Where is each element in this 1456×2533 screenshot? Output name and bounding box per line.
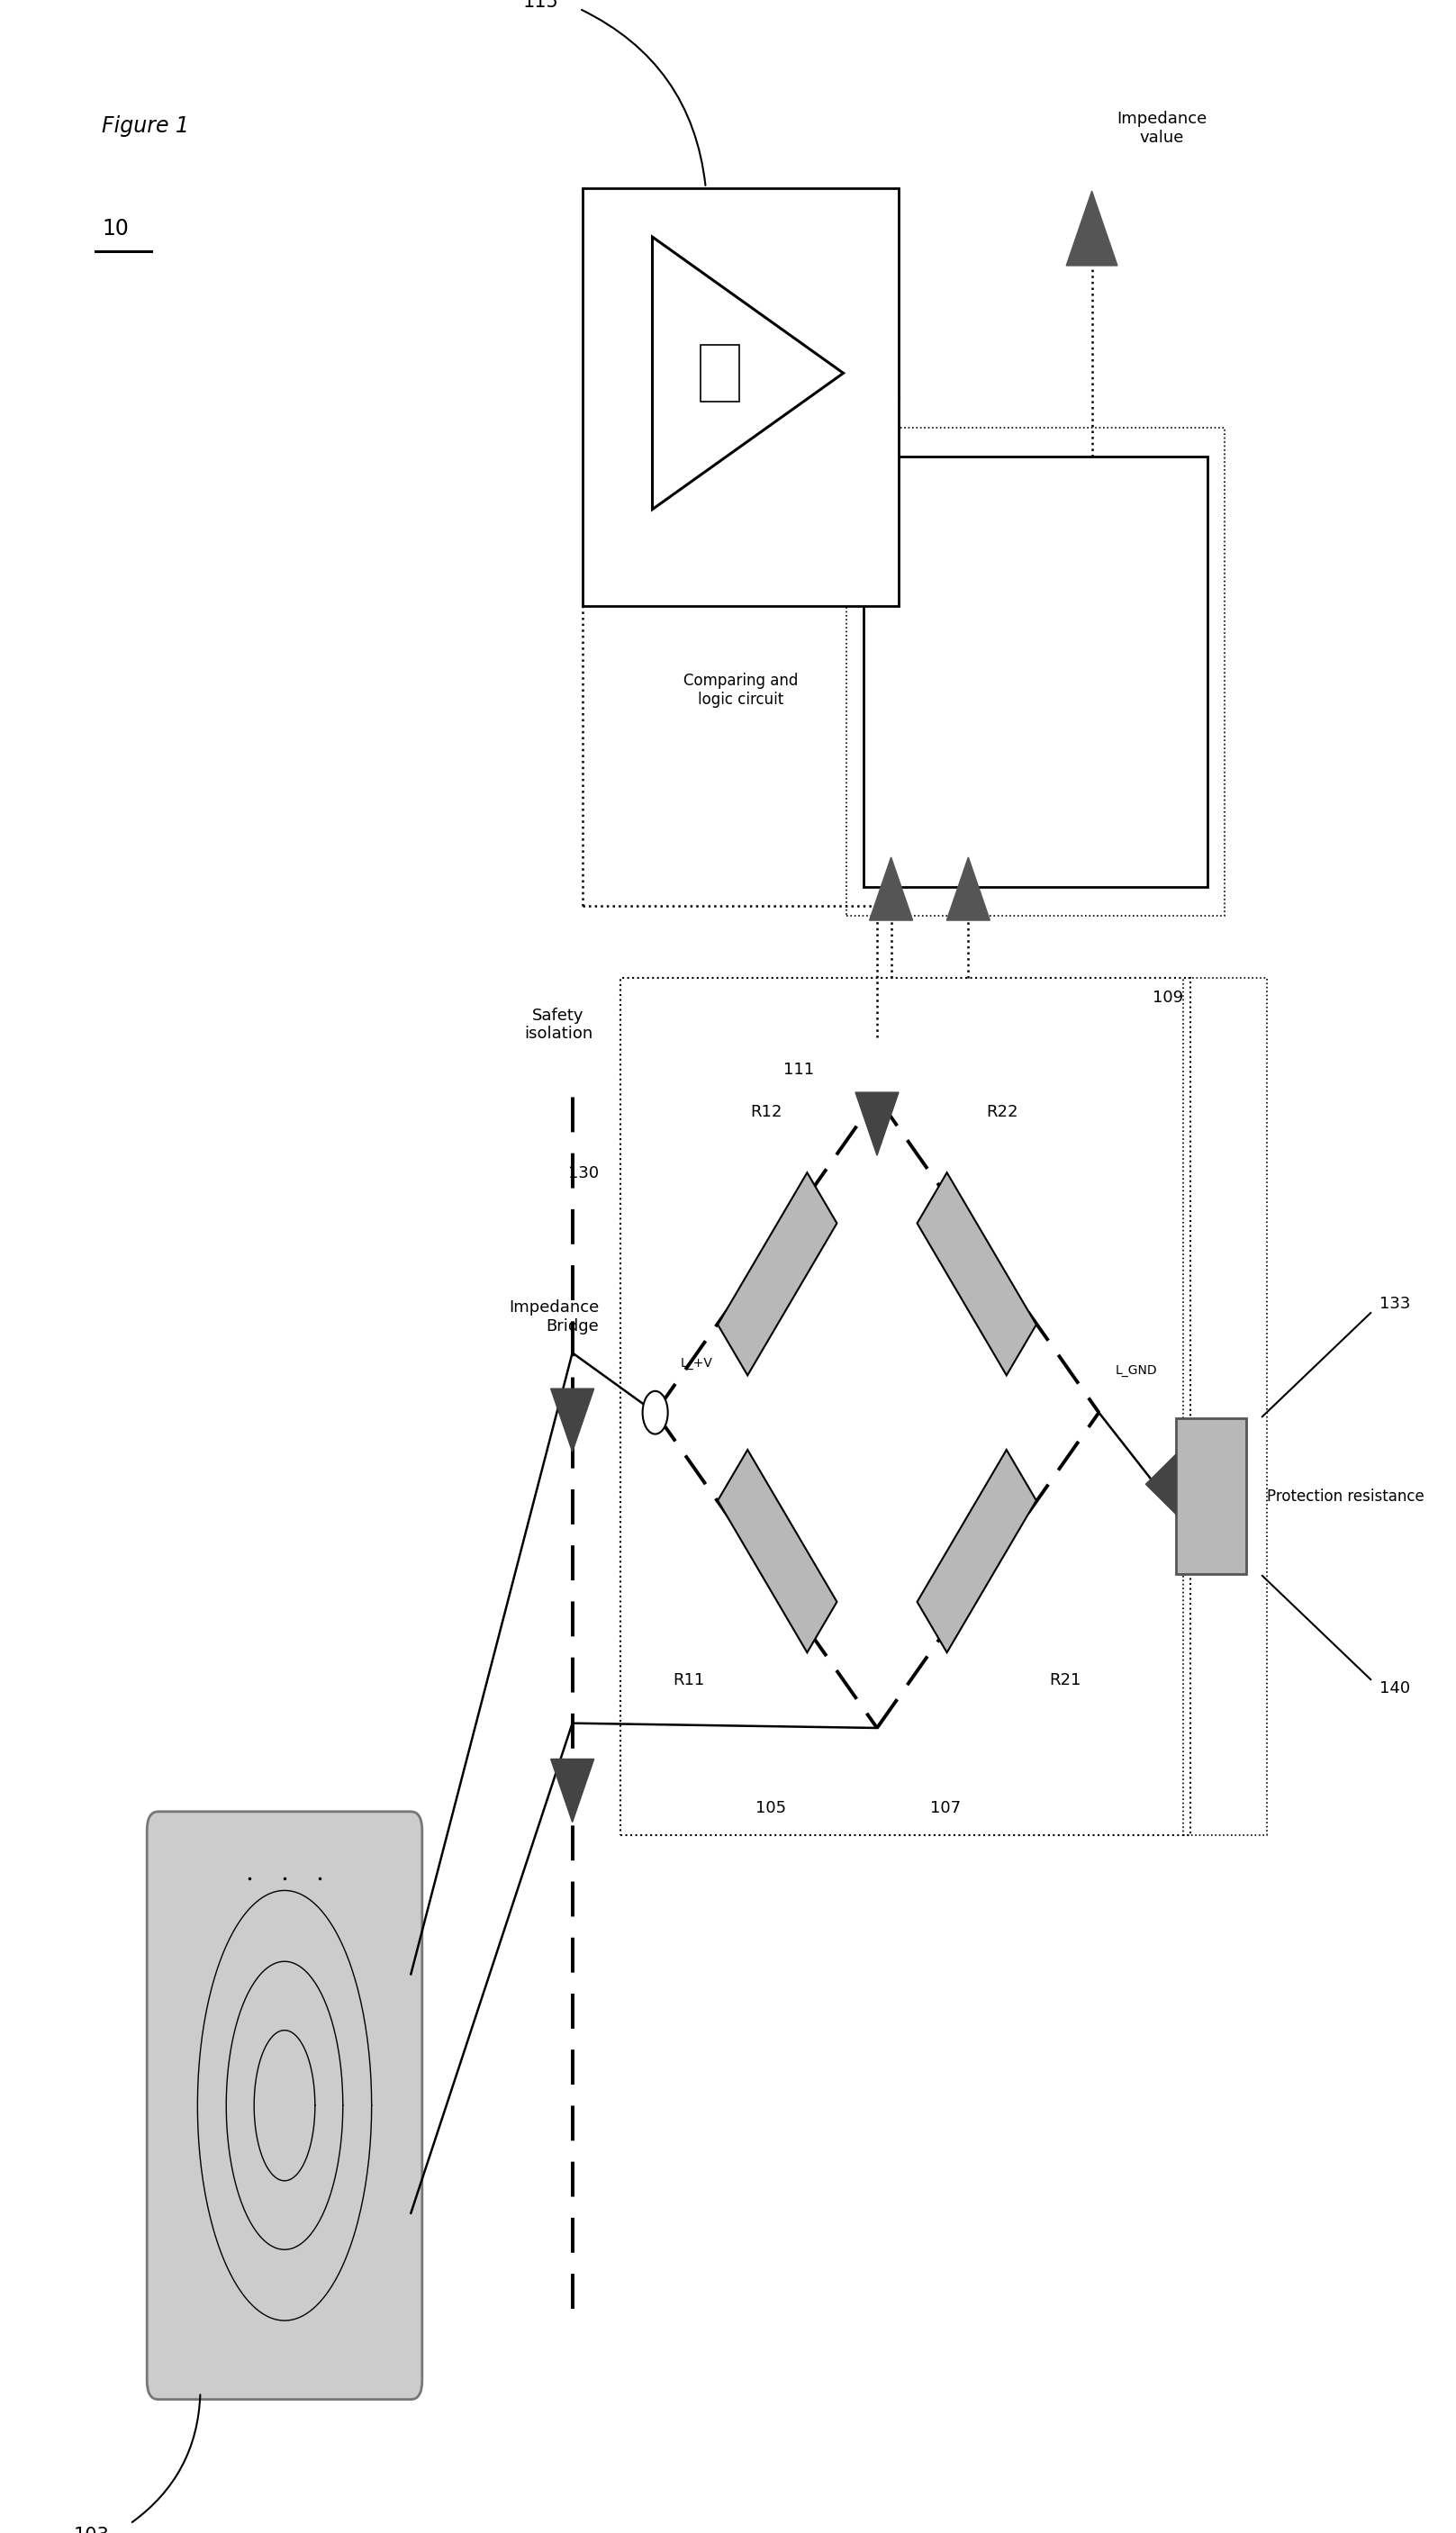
Text: R21: R21 xyxy=(1050,1672,1082,1690)
Polygon shape xyxy=(917,1449,1037,1652)
Polygon shape xyxy=(718,1173,837,1375)
Circle shape xyxy=(642,1391,668,1434)
Text: L_+V: L_+V xyxy=(680,1358,713,1370)
Polygon shape xyxy=(1066,190,1117,266)
Bar xyxy=(700,344,740,403)
Text: Impedance
value: Impedance value xyxy=(1117,111,1207,147)
Text: 10: 10 xyxy=(102,218,130,241)
Text: R11: R11 xyxy=(673,1672,705,1690)
Bar xyxy=(620,978,1190,1836)
Polygon shape xyxy=(550,1758,594,1821)
Polygon shape xyxy=(946,856,990,919)
Polygon shape xyxy=(869,856,913,919)
FancyBboxPatch shape xyxy=(147,1811,422,2399)
Text: 111: 111 xyxy=(783,1061,814,1079)
Polygon shape xyxy=(917,1173,1037,1375)
Text: 109: 109 xyxy=(1152,990,1184,1006)
Bar xyxy=(863,456,1207,887)
Polygon shape xyxy=(1146,1454,1176,1515)
Text: Figure 1: Figure 1 xyxy=(102,114,189,137)
Text: R22: R22 xyxy=(986,1104,1018,1120)
Polygon shape xyxy=(652,238,843,509)
Text: 103: 103 xyxy=(73,2525,109,2533)
Text: Protection resistance: Protection resistance xyxy=(1267,1487,1424,1505)
Text: L_GND: L_GND xyxy=(1115,1365,1158,1378)
Text: 140: 140 xyxy=(1380,1679,1411,1697)
Text: 105: 105 xyxy=(756,1798,786,1816)
Bar xyxy=(582,187,898,605)
Text: Impedance
Bridge: Impedance Bridge xyxy=(508,1299,598,1335)
Text: Comparing and
logic circuit: Comparing and logic circuit xyxy=(683,674,798,707)
Text: R12: R12 xyxy=(750,1104,782,1120)
Polygon shape xyxy=(856,1092,898,1155)
Bar xyxy=(1176,1418,1246,1573)
Bar xyxy=(847,428,1224,914)
Bar xyxy=(1184,978,1267,1836)
Text: 107: 107 xyxy=(930,1798,961,1816)
Text: Connection impedance
characterization and
logic analyzer: Connection impedance characterization an… xyxy=(949,646,1121,699)
Polygon shape xyxy=(718,1449,837,1652)
Text: 115: 115 xyxy=(523,0,558,10)
Text: 130: 130 xyxy=(568,1165,598,1183)
Text: Safety
isolation: Safety isolation xyxy=(524,1008,593,1041)
Polygon shape xyxy=(550,1388,594,1451)
Text: 133: 133 xyxy=(1380,1297,1411,1312)
